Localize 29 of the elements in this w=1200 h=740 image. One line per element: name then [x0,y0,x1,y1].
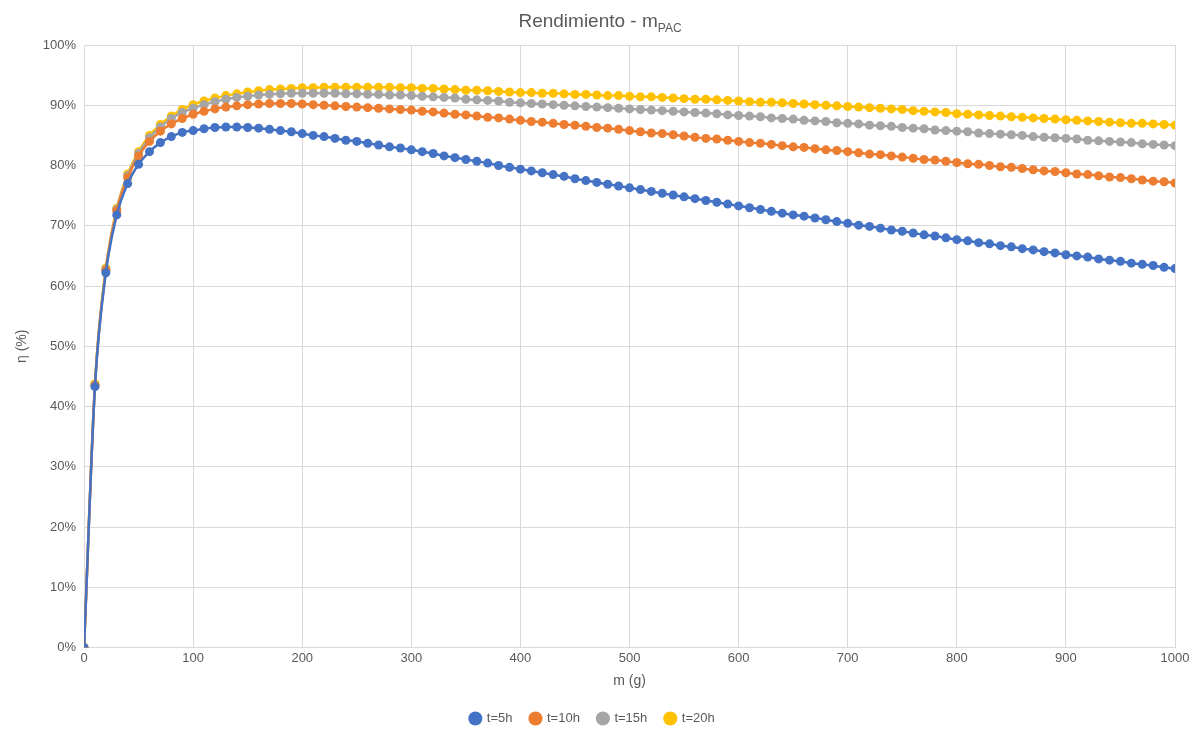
legend-label: t=20h [681,710,715,726]
x-tick-label: 400 [509,649,532,665]
y-tick-label: 80% [50,157,77,173]
legend-label: t=15h [614,710,648,726]
y-tick-label: 100% [42,36,77,52]
y-tick-label: 20% [50,518,77,534]
x-tick-label: 1000 [1160,649,1190,665]
x-tick-label: 800 [945,649,968,665]
x-tick-label: 100 [182,649,204,665]
chart-title: Rendimiento - m$_{PAC}$ [517,10,683,35]
y-tick-label: 70% [50,217,77,233]
x-tick-label: 700 [836,649,859,665]
y-tick-label: 60% [50,277,77,293]
legend-label: t=5h [486,710,513,726]
x-tick-label: 300 [400,649,423,665]
y-tick-label: 50% [50,337,77,353]
y-tick-label: 0% [57,639,77,655]
legend-label: t=10h [546,710,580,726]
x-tick-label: 600 [727,649,750,665]
x-tick-label: 200 [291,649,314,665]
y-tick-label: 40% [50,398,77,414]
y-axis-title: η (%) [13,329,30,364]
x-tick-label: 0 [80,649,88,665]
x-tick-label: 900 [1055,649,1077,665]
y-tick-label: 10% [50,578,77,594]
x-tick-label: 500 [618,649,641,665]
y-tick-label: 90% [50,96,77,112]
y-tick-label: 30% [50,458,77,474]
x-axis-title: m (g) [613,672,646,689]
